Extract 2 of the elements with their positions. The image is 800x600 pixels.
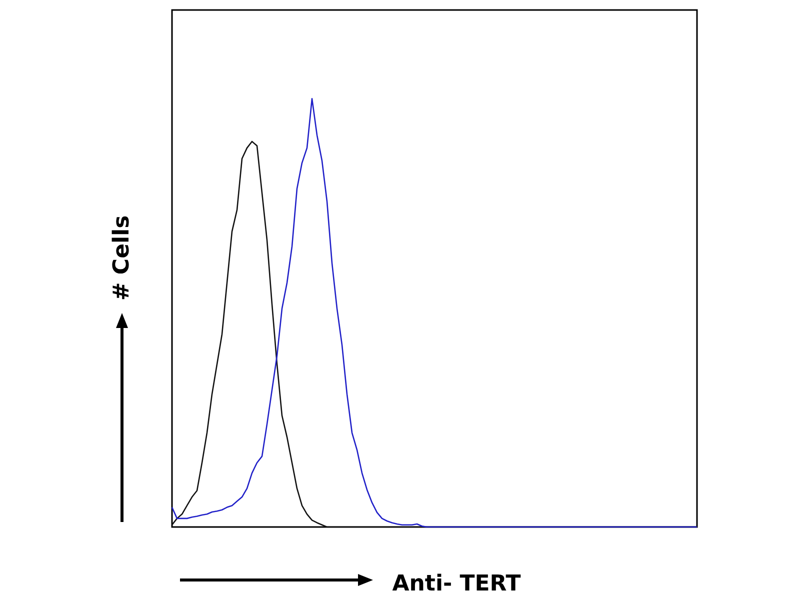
- x-axis-title: Anti- TERT: [392, 572, 521, 596]
- y-axis-title: # Cells: [110, 215, 134, 301]
